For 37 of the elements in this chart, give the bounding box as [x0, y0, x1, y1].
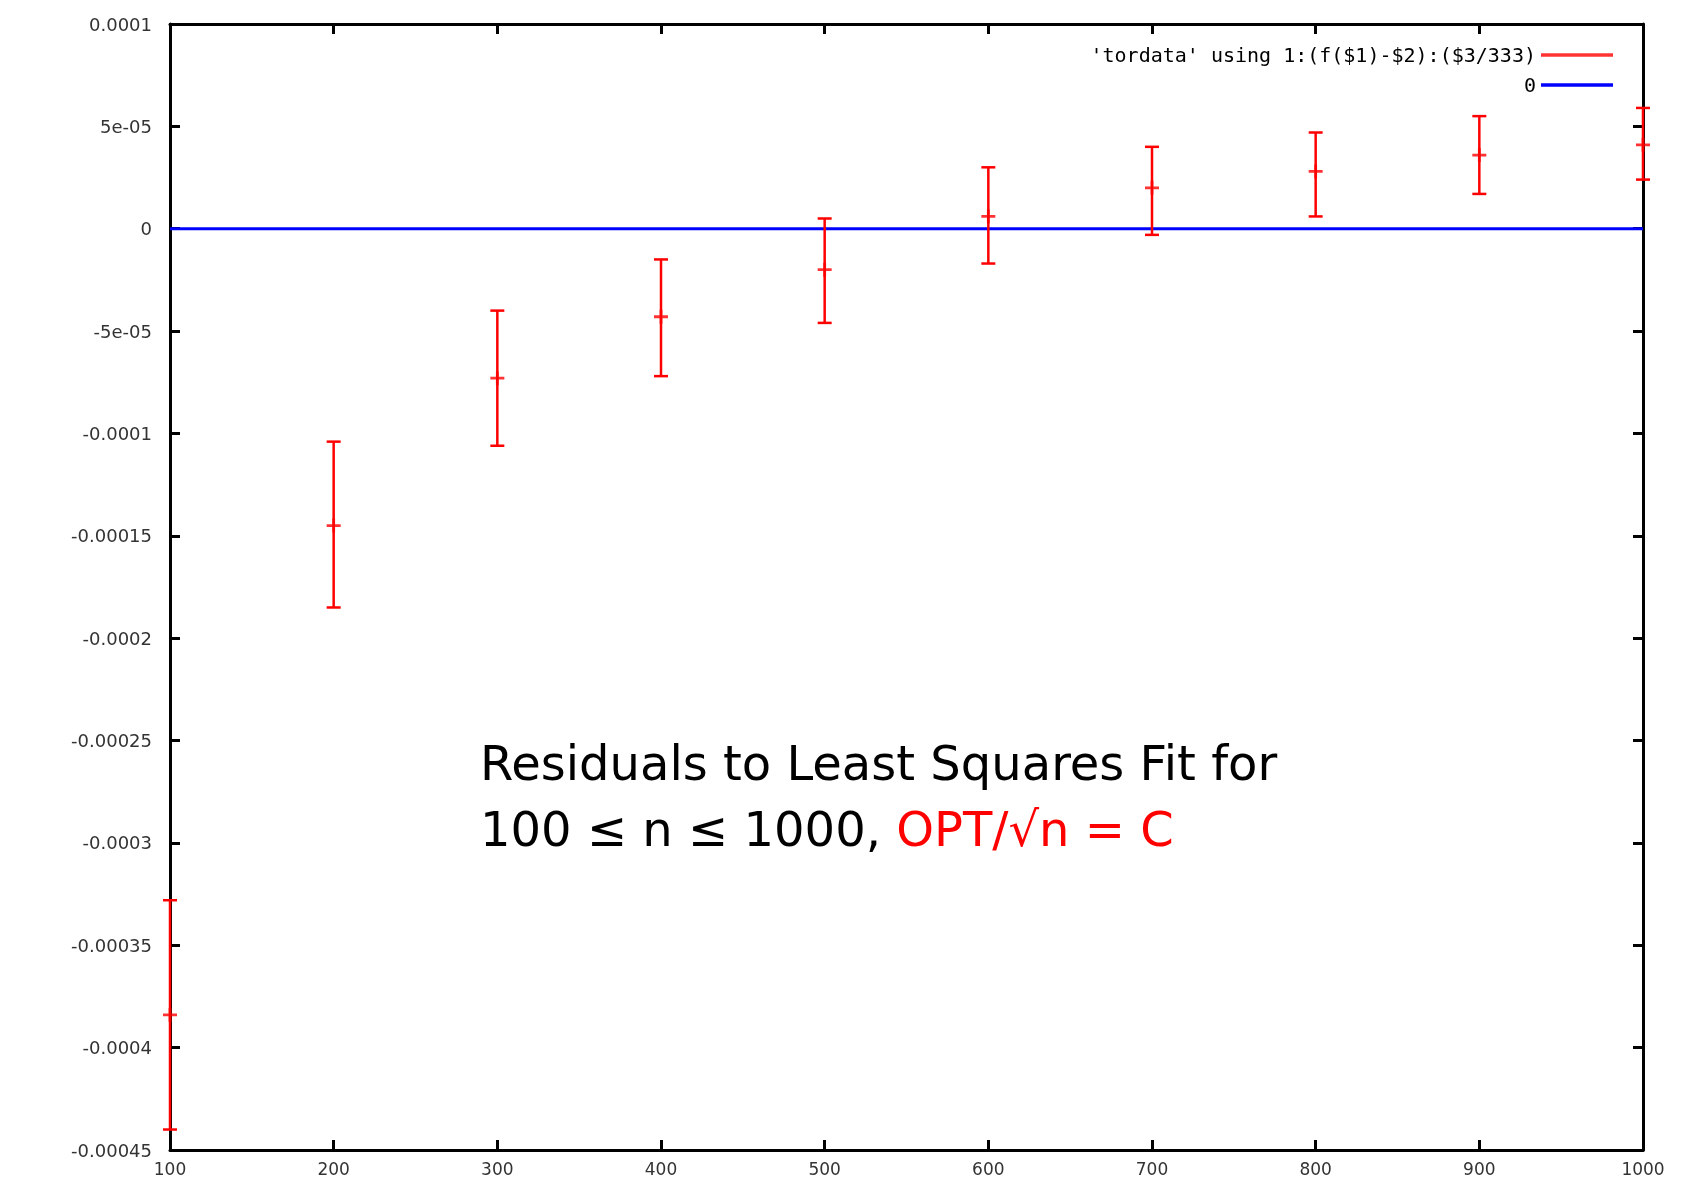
point	[817, 262, 832, 277]
point	[1308, 164, 1323, 179]
x-tick-label: 300	[481, 1158, 514, 1179]
y-tick-label: -0.00035	[71, 934, 152, 956]
x-tick-label: 200	[317, 1158, 350, 1179]
point	[1145, 180, 1159, 195]
x-tick-label: 1000	[1621, 1158, 1665, 1179]
point	[1636, 137, 1650, 152]
y-tick-label: -0.00045	[71, 1139, 152, 1161]
y-tick-label: -0.00025	[71, 730, 152, 752]
point	[163, 1007, 177, 1022]
y-tick-label: -0.0004	[82, 1037, 152, 1059]
y-tick-label: 5e-05	[100, 115, 152, 137]
point	[654, 309, 668, 324]
annotation: 100 ≤ n ≤ 1000,	[480, 801, 897, 857]
point	[981, 209, 996, 224]
y-tick-label: 0.0001	[89, 13, 152, 35]
y-tick-label: -0.0002	[82, 627, 152, 649]
legend-label: 0	[1523, 73, 1536, 97]
x-tick-label: 100	[153, 1158, 187, 1179]
x-tick-label: 500	[808, 1158, 841, 1179]
annotation: OPT/√n = C	[896, 801, 1174, 857]
x-tick-label: 900	[1463, 1158, 1496, 1179]
legend-label: 'tordata' using 1:(f($1)-$2):($3/333)	[1090, 43, 1536, 67]
y-tick-label: -0.0003	[82, 832, 152, 854]
annotation: Residuals to Least Squares Fit for	[480, 735, 1278, 791]
point	[326, 518, 341, 533]
x-tick-label: 600	[972, 1158, 1005, 1179]
x-tick-label: 800	[1299, 1158, 1332, 1179]
y-tick-label: -0.0001	[82, 422, 152, 444]
point	[1472, 148, 1487, 163]
x-tick-label: 400	[644, 1158, 678, 1179]
y-tick-label: 0	[140, 218, 152, 240]
y-tick-label: -0.00015	[71, 525, 152, 547]
y-tick-label: -5e-05	[93, 320, 152, 342]
x-tick-label: 700	[1135, 1158, 1169, 1179]
point	[490, 371, 505, 386]
